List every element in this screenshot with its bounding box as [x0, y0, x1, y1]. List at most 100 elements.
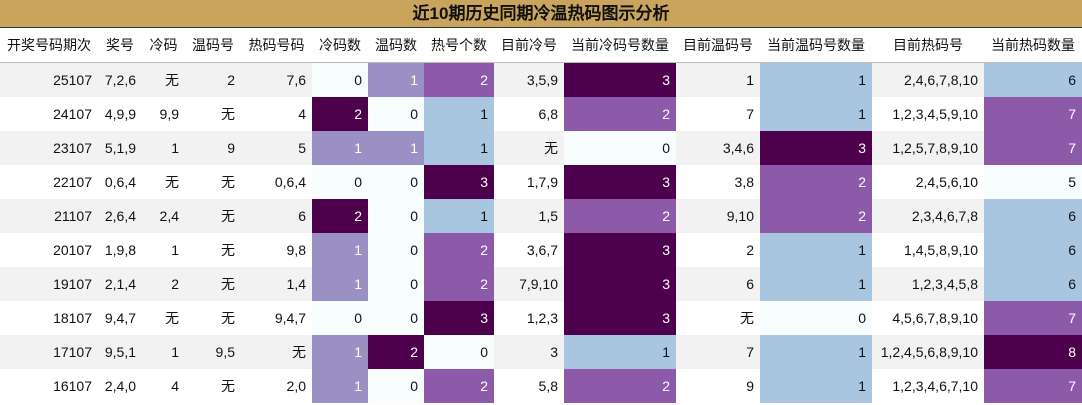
- heat-cell: 1: [760, 233, 872, 267]
- heat-cell: 1: [760, 369, 872, 403]
- heat-cell: 6: [984, 63, 1082, 97]
- table-cell: 1,2,3,4,5,9,10: [872, 97, 984, 131]
- heat-cell: 0: [368, 233, 424, 267]
- table-cell: 2,3,4,6,7,8: [872, 199, 984, 233]
- table-cell: 16107: [0, 369, 98, 403]
- heat-cell: 7: [984, 369, 1082, 403]
- table-cell: 3,5,9: [494, 63, 564, 97]
- table-cell: 9,4,7: [241, 301, 312, 335]
- table-cell: 无: [676, 301, 760, 335]
- table-cell: 2: [676, 233, 760, 267]
- table-cell: 23107: [0, 131, 98, 165]
- heat-cell: 1: [312, 267, 368, 301]
- heat-cell: 7: [984, 97, 1082, 131]
- table-cell: 无: [185, 369, 241, 403]
- table-cell: 4,5,6,7,8,9,10: [872, 301, 984, 335]
- heat-cell: 0: [564, 131, 676, 165]
- table-cell: 4,9,9: [98, 97, 142, 131]
- heat-cell: 2: [760, 165, 872, 199]
- table-cell: 7,9,10: [494, 267, 564, 301]
- table-cell: 3: [494, 335, 564, 369]
- heat-cell: 1: [368, 63, 424, 97]
- heat-cell: 2: [312, 97, 368, 131]
- heat-cell: 7: [984, 301, 1082, 335]
- table-cell: 2,6,4: [98, 199, 142, 233]
- table-cell: 无: [185, 233, 241, 267]
- table-cell: 1: [676, 63, 760, 97]
- heat-cell: 3: [760, 131, 872, 165]
- heat-cell: 6: [984, 233, 1082, 267]
- table-cell: 4: [241, 97, 312, 131]
- heat-cell: 1: [760, 97, 872, 131]
- heat-cell: 8: [984, 335, 1082, 369]
- table-cell: 无: [185, 267, 241, 301]
- heat-cell: 2: [424, 369, 494, 403]
- table-cell: 19107: [0, 267, 98, 301]
- table-cell: 无: [142, 63, 185, 97]
- column-header: 温码数: [368, 28, 424, 63]
- heat-cell: 3: [564, 267, 676, 301]
- heat-cell: 0: [368, 301, 424, 335]
- heat-cell: 1: [312, 335, 368, 369]
- column-header: 开奖号码期次: [0, 28, 98, 63]
- heat-cell: 2: [312, 199, 368, 233]
- table-cell: 17107: [0, 335, 98, 369]
- table-cell: 9,9: [142, 97, 185, 131]
- heat-cell: 1: [760, 335, 872, 369]
- table-cell: 1,4,5,8,9,10: [872, 233, 984, 267]
- table-cell: 4: [142, 369, 185, 403]
- heat-cell: 3: [564, 233, 676, 267]
- table-cell: 1,4: [241, 267, 312, 301]
- table-cell: 6: [241, 199, 312, 233]
- heat-cell: 6: [984, 199, 1082, 233]
- table-cell: 7: [676, 97, 760, 131]
- column-header: 目前冷号: [494, 28, 564, 63]
- column-header: 温码号: [185, 28, 241, 63]
- heat-cell: 1: [760, 63, 872, 97]
- table-cell: 无: [241, 335, 312, 369]
- table-cell: 1: [142, 233, 185, 267]
- table-cell: 0,6,4: [241, 165, 312, 199]
- table-cell: 无: [494, 131, 564, 165]
- heat-cell: 0: [368, 267, 424, 301]
- table-cell: 5,8: [494, 369, 564, 403]
- table-cell: 7: [676, 335, 760, 369]
- table-cell: 1: [142, 335, 185, 369]
- heat-cell: 7: [984, 131, 1082, 165]
- column-header: 目前热码号: [872, 28, 984, 63]
- table-cell: 20107: [0, 233, 98, 267]
- table-cell: 无: [185, 97, 241, 131]
- table-cell: 无: [142, 165, 185, 199]
- column-header: 冷码数: [312, 28, 368, 63]
- heat-cell: 2: [564, 199, 676, 233]
- table-cell: 25107: [0, 63, 98, 97]
- heat-cell: 2: [424, 63, 494, 97]
- table-cell: 2: [185, 63, 241, 97]
- heat-cell: 1: [424, 97, 494, 131]
- table: 开奖号码期次 奖号 冷码 温码号 热码号码 冷码数 温码数 热号个数 目前冷号 当前冷码号数量 目前…: [0, 28, 1082, 403]
- column-header: 当前热码数量: [984, 28, 1082, 63]
- table-cell: 2,4: [142, 199, 185, 233]
- table-cell: 3,4,6: [676, 131, 760, 165]
- heat-cell: 0: [368, 97, 424, 131]
- heat-cell: 0: [312, 301, 368, 335]
- column-header: 当前冷码号数量: [564, 28, 676, 63]
- table-cell: 1: [142, 131, 185, 165]
- table-cell: 9: [185, 131, 241, 165]
- heat-cell: 2: [760, 199, 872, 233]
- heat-cell: 3: [564, 301, 676, 335]
- table-cell: 3,6,7: [494, 233, 564, 267]
- heat-cell: 3: [424, 301, 494, 335]
- table-cell: 1,2,3,4,5,8: [872, 267, 984, 301]
- column-header: 冷码: [142, 28, 185, 63]
- column-header: 奖号: [98, 28, 142, 63]
- heat-cell: 5: [984, 165, 1082, 199]
- heat-cell: 0: [368, 165, 424, 199]
- heat-cell: 3: [564, 63, 676, 97]
- heat-cell: 2: [564, 97, 676, 131]
- table-cell: 1,7,9: [494, 165, 564, 199]
- table-cell: 2,0: [241, 369, 312, 403]
- table-cell: 9: [676, 369, 760, 403]
- table-cell: 21107: [0, 199, 98, 233]
- heat-cell: 2: [564, 369, 676, 403]
